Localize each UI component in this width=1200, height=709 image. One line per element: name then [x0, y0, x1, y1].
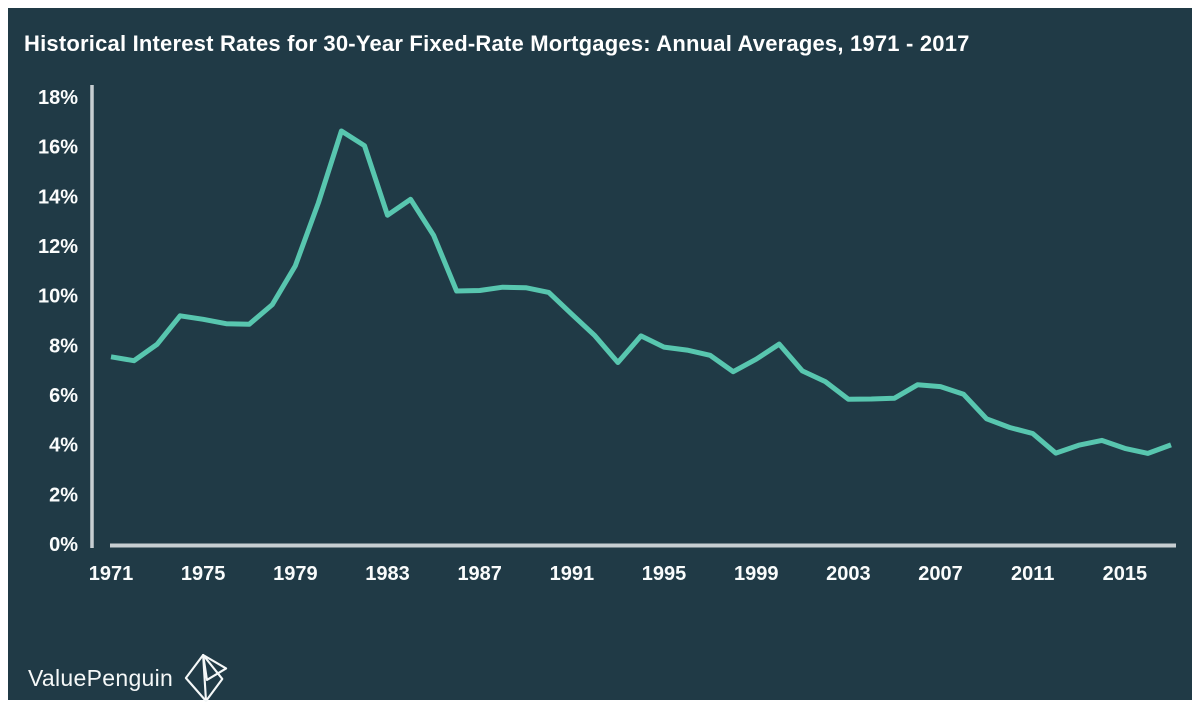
y-tick-label: 8% — [49, 335, 78, 357]
brand-name: ValuePenguin — [28, 664, 174, 691]
origami-penguin-icon — [184, 653, 228, 703]
x-tick-label: 1979 — [273, 563, 318, 585]
x-tick-label: 1975 — [181, 563, 226, 585]
x-tick-label: 1999 — [734, 563, 779, 585]
x-tick-label: 2011 — [1011, 563, 1054, 585]
y-tick-label: 0% — [49, 534, 78, 556]
y-axis-tick-labels: 18% 16% 14% 12% 10% 8% 6% 4% 2% 0% — [38, 87, 78, 556]
y-tick-label: 18% — [38, 87, 78, 109]
chart-title: Historical Interest Rates for 30-Year Fi… — [24, 31, 970, 56]
y-tick-label: 10% — [38, 286, 78, 308]
chart-panel: Historical Interest Rates for 30-Year Fi… — [8, 8, 1192, 703]
y-tick-label: 16% — [38, 137, 78, 159]
y-tick-label: 2% — [49, 484, 78, 506]
x-tick-label: 1991 — [550, 563, 595, 585]
y-tick-label: 4% — [49, 435, 78, 457]
y-tick-label: 12% — [38, 236, 78, 258]
y-tick-label: 6% — [49, 385, 78, 407]
x-tick-label: 1971 — [89, 563, 134, 585]
interest-rate-line — [110, 128, 1172, 456]
brand-footer: ValuePenguin — [28, 652, 229, 704]
x-tick-label: 2003 — [826, 563, 871, 585]
x-tick-label: 1983 — [365, 563, 410, 585]
x-tick-label: 1987 — [457, 563, 502, 585]
x-axis-tick-labels: 1971 1975 1979 1983 1987 1991 1995 1999 2003 2007… — [89, 563, 1147, 585]
y-tick-label: 14% — [38, 186, 78, 208]
x-tick-label: 1995 — [642, 563, 687, 585]
x-tick-label: 2007 — [918, 563, 963, 585]
x-tick-label: 2015 — [1103, 563, 1148, 585]
